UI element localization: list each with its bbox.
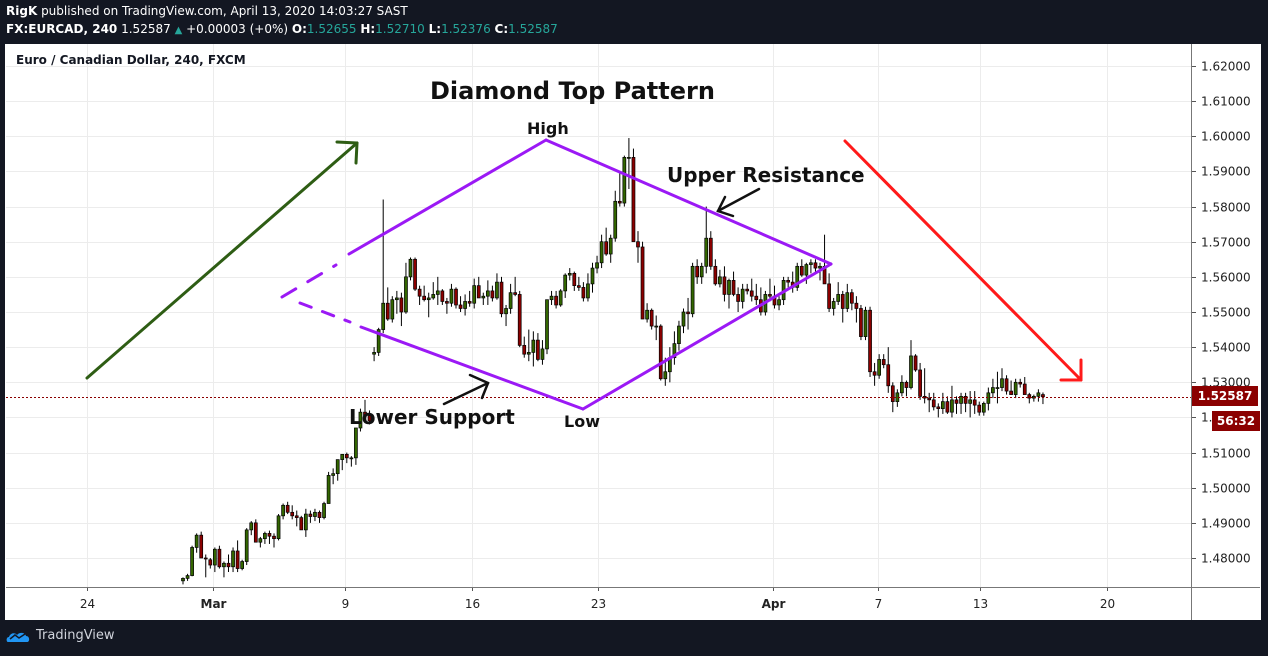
diamond-upper-right-line — [544, 138, 833, 266]
tradingview-logo-icon — [6, 632, 30, 642]
y-tick-label: 1.50000 — [1201, 482, 1251, 496]
diamond-lower-left-line — [359, 325, 585, 411]
close-value: 1.52587 — [508, 22, 558, 36]
lower-support-label: Lower Support — [349, 405, 515, 429]
bullish-trend-arrow — [85, 140, 359, 380]
y-tick-label: 1.62000 — [1201, 60, 1251, 74]
diamond-upper-left-line — [347, 138, 548, 256]
candlestick-series — [181, 138, 1045, 585]
change-value: +0.00003 (+0%) — [186, 22, 289, 36]
author-name[interactable]: RigK — [6, 4, 38, 18]
y-tick-label: 1.59000 — [1201, 165, 1251, 179]
y-tick-label: 1.61000 — [1201, 95, 1251, 109]
tradingview-brand[interactable]: TradingView — [6, 628, 115, 643]
y-tick-label: 1.56000 — [1201, 271, 1251, 285]
grid-lines — [6, 44, 1191, 587]
diamond-dashed-extension-lower — [298, 301, 352, 324]
x-tick-label: Mar — [201, 597, 227, 611]
up-triangle-icon: ▲ — [174, 25, 183, 36]
x-tick-label: Apr — [762, 597, 786, 611]
last-price-label: 1.52587 — [1192, 386, 1258, 406]
x-tick-label: 9 — [342, 597, 350, 611]
diamond-dashed-extension-upper — [280, 263, 338, 299]
high-label: High — [527, 119, 569, 138]
upper-resistance-label: Upper Resistance — [667, 163, 865, 187]
diamond-lower-right-line — [581, 262, 833, 411]
publish-info: RigK published on TradingView.com, April… — [6, 4, 408, 18]
chart-title: Diamond Top Pattern — [430, 77, 715, 105]
bar-countdown-label: 56:32 — [1212, 411, 1260, 431]
upper-resistance-pointer-arrow — [716, 187, 761, 218]
low-label: Low — [564, 412, 600, 431]
last-value: 1.52587 — [121, 22, 171, 36]
close-label: C: — [494, 22, 509, 36]
y-tick-label: 1.57000 — [1201, 236, 1251, 250]
x-tick-label: 13 — [973, 597, 988, 611]
y-tick-label: 1.49000 — [1201, 517, 1251, 531]
x-tick-label: 7 — [875, 597, 883, 611]
published-text: published on TradingView.com, April 13, … — [37, 4, 408, 18]
symbol-line: FX:EURCAD, 240 — [6, 22, 118, 36]
x-tick-label: 23 — [591, 597, 606, 611]
brand-name: TradingView — [36, 628, 115, 643]
y-tick-label: 1.51000 — [1201, 447, 1251, 461]
axes: 1.62000 1.61000 1.60000 1.59000 1.58000 1.570… — [6, 44, 1260, 620]
y-tick-label: 1.54000 — [1201, 341, 1251, 355]
y-tick-label: 1.55000 — [1201, 306, 1251, 320]
ohlc-info: FX:EURCAD, 240 1.52587 ▲ +0.00003 (+0%) … — [6, 22, 558, 36]
open-label: O: — [291, 22, 307, 36]
low-value: 1.52376 — [441, 22, 491, 36]
x-tick-label: 16 — [465, 597, 480, 611]
y-tick-label: 1.48000 — [1201, 552, 1251, 566]
y-tick-label: 1.58000 — [1201, 201, 1251, 215]
high-value: 1.52710 — [375, 22, 425, 36]
x-tick-label: 24 — [80, 597, 95, 611]
high-label: H: — [360, 22, 376, 36]
bearish-trend-arrow — [843, 139, 1083, 382]
y-tick-label: 1.60000 — [1201, 130, 1251, 144]
open-value: 1.52655 — [306, 22, 357, 36]
low-label: L: — [428, 22, 442, 36]
diamond-pattern — [280, 138, 833, 411]
symbol-legend[interactable]: Euro / Canadian Dollar, 240, FXCM — [16, 53, 246, 67]
lower-support-pointer-arrow — [442, 373, 490, 406]
x-tick-label: 20 — [1100, 597, 1115, 611]
